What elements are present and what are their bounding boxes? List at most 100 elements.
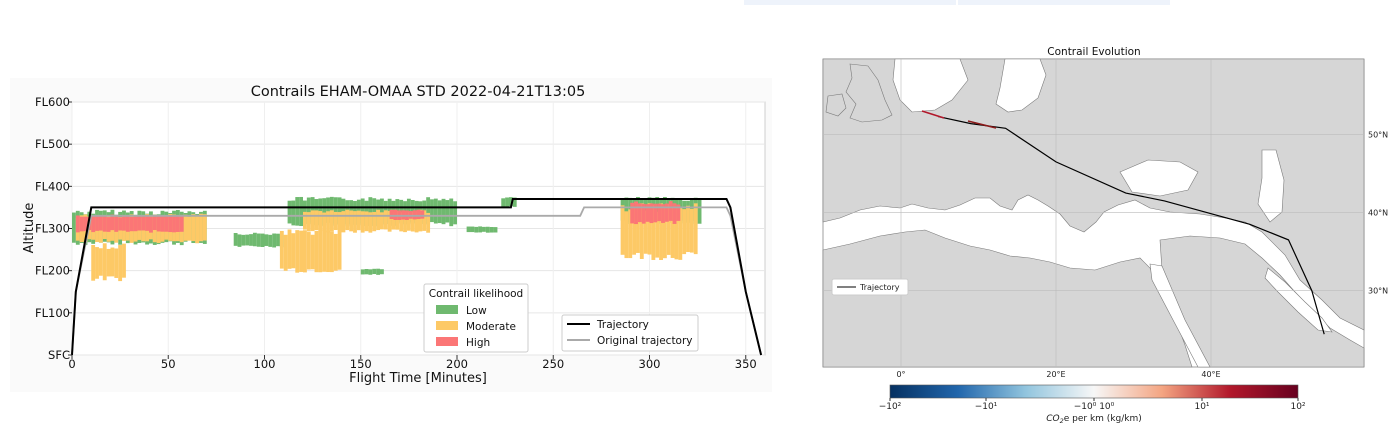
contrail-cell [345,209,350,231]
contrail-cell [175,215,180,232]
contrail-cell [445,200,450,223]
contrail-cell [129,216,134,232]
contrail-cell [512,197,517,207]
contrail-cell [493,227,498,233]
contrail-cell [372,268,377,275]
likelihood-legend-title: Contrail likelihood [429,288,523,300]
contrail-cell [420,210,425,219]
contrail-cell [106,248,111,277]
contrail-cell [430,199,434,223]
colorbar-ticks: −10² −10¹ −10⁰ 10⁰ 10¹ 10² [879,398,1306,412]
sea-north [892,58,969,113]
colorbar-label-sub: 2 [1060,417,1064,425]
x-tick-label: 150 [350,357,372,371]
contrail-cell [291,233,296,269]
contrail-cell [156,215,161,232]
contrail-cell [322,230,327,272]
lon-tick-label: 0° [896,370,905,379]
contrail-cell [645,204,650,222]
contrail-cell [202,214,207,241]
contrail-cell [693,203,698,255]
contrail-cell [114,215,119,232]
y-axis-label: Altitude [22,203,37,254]
lat-tick-label: 50°N [1368,131,1388,140]
colorbar-tick-label: 10² [1290,402,1305,412]
contrail-cell [245,234,250,246]
contrail-cell [322,198,327,226]
contrail-cell [620,205,625,255]
lat-tick-labels: 50°N 40°N 30°N [1368,131,1388,296]
contrail-cell [268,234,273,247]
tab-2[interactable] [958,0,1172,5]
contrail-cell [122,243,126,278]
y-tick-label: FL400 [35,179,70,193]
map-title: Contrail Evolution [1047,46,1140,58]
contrail-cell [303,230,307,273]
contrail-cell [380,212,384,230]
contrail-cell [299,196,303,227]
contrail-cell [422,210,427,231]
sea-baltic [995,58,1047,113]
contrail-region-low [466,226,498,233]
contrail-cell [95,215,99,231]
contrail-cell [485,226,490,233]
contrail-cell [306,232,311,270]
contrail-cell [478,226,483,233]
likelihood-swatch-low [436,305,458,314]
contrail-cell [412,210,417,220]
contrail-cell [668,201,673,221]
contrail-cell [383,210,388,230]
contrail-cell [337,197,342,225]
contrail-cell [624,197,629,224]
contrail-cell [630,202,635,224]
y-tick-label: FL100 [35,306,70,320]
likelihood-legend: Contrail likelihood Low Moderate High [423,283,529,353]
contrail-cell [637,203,642,223]
contrail-cell [306,197,311,223]
contrail-region-moderate [303,209,431,233]
contrail-cell [310,234,315,270]
contrail-cell [291,200,296,226]
contrail-cell [122,215,126,231]
contrail-cell [91,215,96,233]
contrail-segment-1 [921,110,945,119]
contrail-cell [295,197,300,226]
contrail-cell [416,209,421,220]
trajectory-legend-box [561,314,699,352]
contrail-cell [389,209,394,219]
land-ireland [825,93,847,117]
contrail-cell [651,204,656,260]
contrail-cell [102,243,107,281]
contrail-cell [670,207,675,258]
contrail-cell [72,212,76,243]
contrail-region-moderate [279,229,342,273]
contrail-cell [183,214,188,241]
contrail-cell [341,211,346,233]
lon-tick-labels: 0° 20°E 40°E [896,370,1220,379]
contrail-cell [168,215,173,233]
contrail-cell [125,216,130,232]
map-seas [892,58,1333,368]
contrail-cell [91,244,96,281]
contrail-cell [318,211,323,231]
x-tick-label: 300 [639,357,661,371]
y-tick-label: FL300 [35,222,70,236]
likelihood-legend-box [423,283,529,353]
trajectory-legend: Trajectory Original trajectory [561,314,699,352]
contrail-cell [276,233,280,247]
sea-black [1119,159,1199,197]
contrail-cell [664,203,669,222]
contrail-cell [299,230,303,272]
contrail-cell [249,234,253,246]
contrail-cell [697,199,702,224]
contrail-cell [661,204,665,223]
tab-1[interactable] [744,0,958,5]
contrail-cell [674,207,679,260]
contrail-cell [145,216,149,231]
contrail-cell [380,198,384,225]
contrail-region-low [233,232,284,248]
contrail-cell [195,215,200,244]
contrail-cell [360,211,365,233]
likelihood-swatch-high [436,337,458,346]
contrail-cell [470,226,475,233]
